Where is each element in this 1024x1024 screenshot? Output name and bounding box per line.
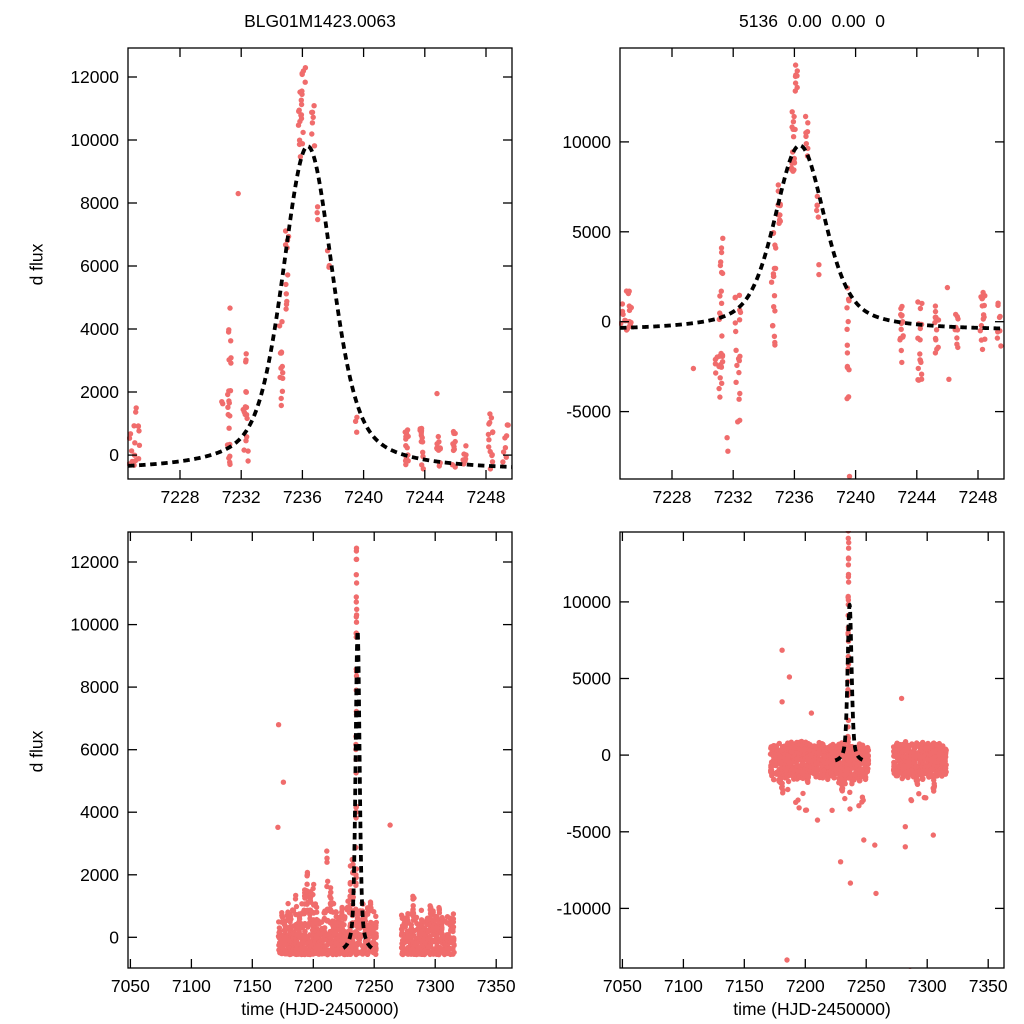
y-tick-label: 0 [109,927,119,947]
y-tick-label: 10000 [70,130,119,150]
x-tick-label: 7228 [161,487,200,507]
x-tick-label: 7244 [405,487,444,507]
x-tick-label: 7236 [283,487,322,507]
x-tick-label: 7228 [653,487,692,507]
x-tick-label: 7250 [847,976,886,996]
x-tick-label: 7350 [477,976,516,996]
y-tick-label: 5000 [572,669,611,689]
bottom-right-axes: 7050 7100 7150 7200 7250 7300 7350 -10000 -5000 0… [557,531,1008,996]
x-tick-label: 7240 [836,487,875,507]
x-tick-label: 7200 [294,976,333,996]
x-tick-label: 7200 [786,976,825,996]
x-tick-label: 7100 [664,976,703,996]
plot-frame [619,531,1005,969]
bottom-right-scatter-points [767,531,949,969]
model-curve [127,144,513,469]
plot-frame [127,531,513,969]
bottom-left-scatter-points [275,545,457,958]
y-tick-label: 6000 [80,256,119,276]
y-tick-label: -10000 [557,898,612,918]
x-tick-label: 7050 [603,976,642,996]
top-left-axes: 7228 7232 7236 7240 7244 7248 0 2000 4000 6000 800… [70,47,513,507]
y-tick-label: 0 [601,312,611,332]
plot-frame [127,47,513,480]
y-tick-label: 12000 [70,67,119,87]
x-tick-label: 7050 [111,976,150,996]
x-tick-label: 7100 [172,976,211,996]
bottom-left-axes: 7050 7100 7150 7200 7250 7300 7350 0 2000 4000 600… [70,531,516,996]
y-tick-label: 10000 [562,592,611,612]
x-tick-label: 7250 [355,976,394,996]
panel-title-left: BLG01M1423.0063 [244,11,396,31]
x-axis-label-bottom-left: time (HJD-2450000) [241,999,399,1019]
y-tick-label: 10000 [70,615,119,635]
y-tick-label: 0 [601,745,611,765]
x-tick-label: 7244 [897,487,936,507]
x-tick-label: 7248 [959,487,998,507]
y-tick-label: 2000 [80,382,119,402]
y-tick-label: -5000 [566,822,611,842]
x-tick-label: 7150 [725,976,764,996]
x-tick-label: 7232 [714,487,753,507]
top-left-scatter-points [127,65,513,472]
x-tick-label: 7248 [467,487,506,507]
x-tick-label: 7300 [416,976,455,996]
y-tick-label: 5000 [572,222,611,242]
x-tick-label: 7350 [969,976,1008,996]
y-tick-label: 0 [109,445,119,465]
y-tick-label: 4000 [80,319,119,339]
x-axis-label-bottom-right: time (HJD-2450000) [733,999,891,1019]
y-tick-label: 2000 [80,865,119,885]
top-right-scatter-points [619,62,1005,480]
top-right-axes: 7228 7232 7236 7240 7244 7248 -5000 0 5000 10000 [562,47,1005,507]
x-tick-label: 7240 [344,487,383,507]
y-tick-label: 10000 [562,132,611,152]
model-curve [834,602,867,763]
y-tick-label: 8000 [80,677,119,697]
x-tick-label: 7236 [775,487,814,507]
plot-frame [619,47,1005,480]
model-curve [619,143,1005,331]
y-tick-label: 4000 [80,802,119,822]
y-tick-label: 8000 [80,193,119,213]
x-tick-label: 7232 [222,487,261,507]
x-tick-label: 7300 [908,976,947,996]
y-tick-label: 12000 [70,552,119,572]
x-tick-label: 7150 [233,976,272,996]
y-tick-label: -5000 [566,402,611,422]
model-curve [342,627,375,951]
panel-title-right: 5136 0.00 0.00 0 [739,11,885,31]
y-tick-label: 6000 [80,740,119,760]
